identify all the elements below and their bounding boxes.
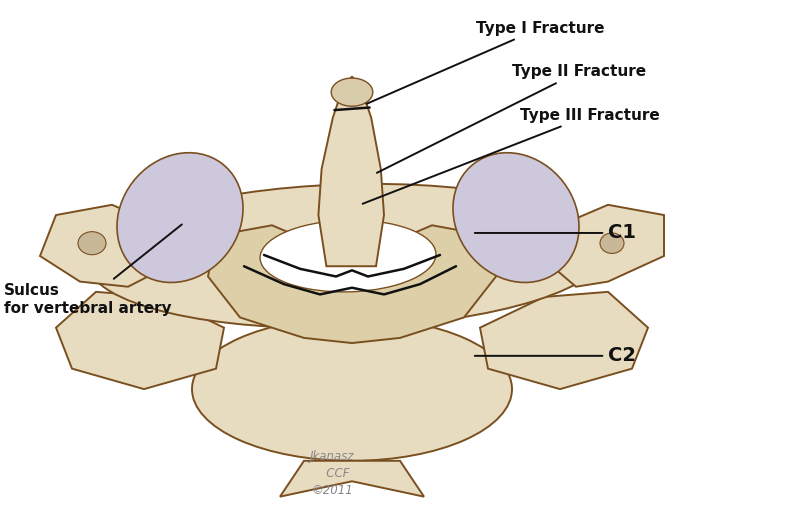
Text: C1: C1: [474, 223, 636, 243]
Text: Jkanasz
   CCF
©2011: Jkanasz CCF ©2011: [310, 450, 354, 497]
Polygon shape: [56, 292, 224, 389]
Ellipse shape: [331, 78, 373, 106]
Text: Type III Fracture: Type III Fracture: [362, 108, 660, 204]
Text: Type II Fracture: Type II Fracture: [377, 64, 646, 173]
Polygon shape: [40, 205, 168, 287]
Polygon shape: [318, 77, 384, 266]
Polygon shape: [208, 225, 496, 343]
Polygon shape: [480, 292, 648, 389]
Polygon shape: [552, 205, 664, 287]
Ellipse shape: [88, 184, 608, 328]
Ellipse shape: [260, 220, 436, 292]
Text: C2: C2: [474, 346, 636, 366]
Ellipse shape: [600, 233, 624, 253]
Polygon shape: [280, 461, 424, 497]
Text: Sulcus
for vertebral artery: Sulcus for vertebral artery: [4, 224, 182, 316]
Ellipse shape: [117, 153, 243, 283]
Ellipse shape: [453, 153, 579, 283]
Text: Type I Fracture: Type I Fracture: [366, 20, 605, 104]
Ellipse shape: [78, 231, 106, 254]
Ellipse shape: [192, 317, 512, 461]
